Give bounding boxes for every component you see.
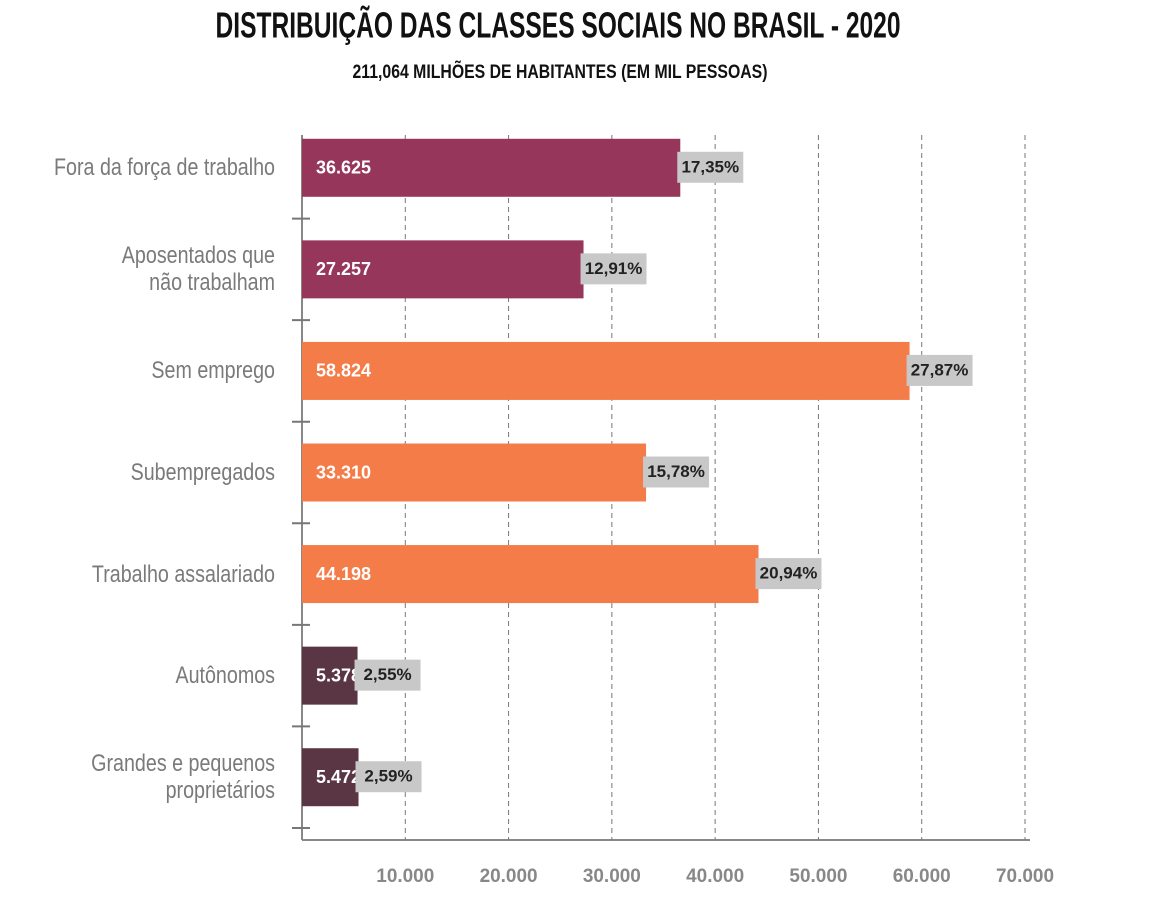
y-tick-label: Fora da força de trabalho bbox=[54, 154, 275, 182]
y-tick-label: Trabalho assalariado bbox=[91, 560, 275, 588]
percent-label: 17,35% bbox=[681, 157, 739, 176]
percent-box bbox=[354, 659, 421, 691]
chart-subtitle: 211,064 MILHÕES DE HABITANTES (EM MIL PE… bbox=[353, 61, 768, 83]
x-tick-label: 20.000 bbox=[480, 866, 538, 887]
percent-label: 27,87% bbox=[911, 360, 969, 379]
x-tick-label: 60.000 bbox=[893, 866, 951, 887]
x-tick-label: 30.000 bbox=[583, 866, 641, 887]
percent-label: 12,91% bbox=[585, 259, 643, 278]
value-label: 36.625 bbox=[316, 158, 371, 178]
bar bbox=[302, 545, 759, 604]
percent-box bbox=[580, 253, 647, 285]
bar bbox=[302, 443, 647, 502]
bar bbox=[302, 341, 910, 400]
value-label: 58.824 bbox=[316, 361, 371, 381]
value-label: 33.310 bbox=[316, 462, 371, 482]
bar bbox=[302, 646, 358, 705]
chart-title: DISTRIBUIÇÃO DAS CLASSES SOCIAIS NO BRAS… bbox=[216, 4, 901, 46]
x-tick-label: 70.000 bbox=[996, 866, 1054, 887]
percent-box bbox=[643, 456, 710, 488]
value-label: 27.257 bbox=[316, 259, 371, 279]
value-label: 5.472 bbox=[316, 767, 361, 787]
x-tick-label: 10.000 bbox=[376, 866, 434, 887]
y-tick-label: Subempregados bbox=[130, 459, 275, 486]
bar bbox=[302, 240, 584, 299]
y-tick-label: Aposentados que não trabalham bbox=[121, 242, 275, 297]
value-label: 44.198 bbox=[316, 564, 371, 584]
x-tick-label: 40.000 bbox=[686, 866, 744, 887]
y-tick-label: Autônomos bbox=[175, 662, 275, 690]
y-tick-label: Grandes e pequenos proprietários bbox=[91, 750, 275, 805]
bar bbox=[302, 138, 681, 197]
percent-box bbox=[906, 354, 973, 386]
bar bbox=[302, 748, 359, 807]
value-label: 5.378 bbox=[316, 665, 361, 685]
percent-label: 2,55% bbox=[363, 665, 411, 684]
x-tick-label: 50.000 bbox=[789, 866, 847, 887]
y-tick-label: Sem emprego bbox=[151, 357, 275, 385]
percent-box bbox=[755, 558, 822, 590]
percent-label: 20,94% bbox=[760, 564, 818, 583]
percent-label: 15,78% bbox=[647, 462, 705, 481]
percent-box bbox=[355, 761, 422, 793]
percent-label: 2,59% bbox=[364, 767, 412, 786]
percent-box bbox=[677, 151, 744, 183]
